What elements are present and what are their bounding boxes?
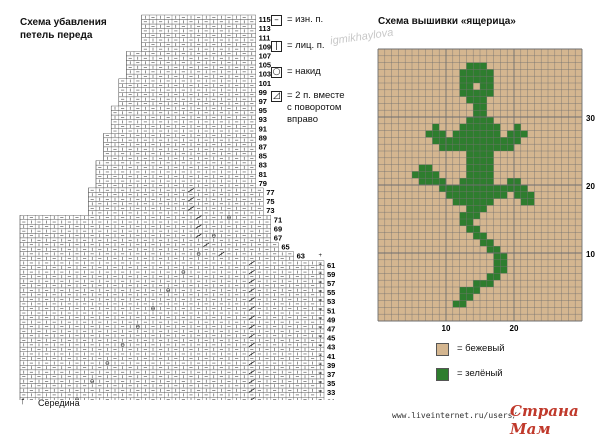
- decrease-chart: +++++++++++++++++11511311110910710510310…: [0, 0, 340, 400]
- plus-mark: +: [318, 253, 322, 259]
- plus-mark: +: [318, 399, 322, 400]
